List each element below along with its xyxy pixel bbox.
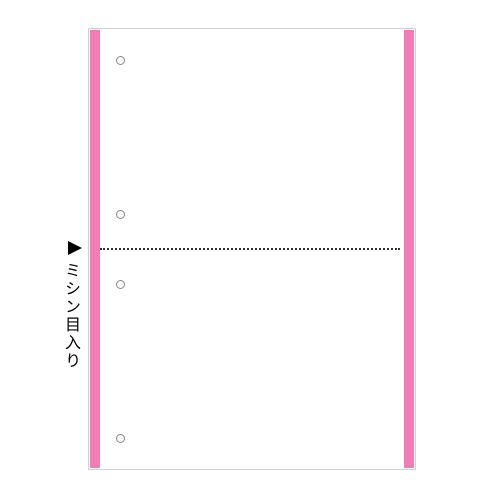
punch-hole-2: [116, 210, 125, 219]
pink-stripe-left: [90, 30, 100, 468]
pink-stripe-right: [404, 30, 414, 468]
punch-hole-3: [116, 280, 125, 289]
punch-hole-4: [116, 434, 125, 443]
perforation-arrow-icon: [68, 241, 82, 255]
perforation-label: ミシン目入り: [62, 262, 78, 370]
perforation-line: [100, 248, 400, 250]
punch-hole-1: [116, 56, 125, 65]
diagram-container: ミシン目入り: [0, 0, 500, 500]
